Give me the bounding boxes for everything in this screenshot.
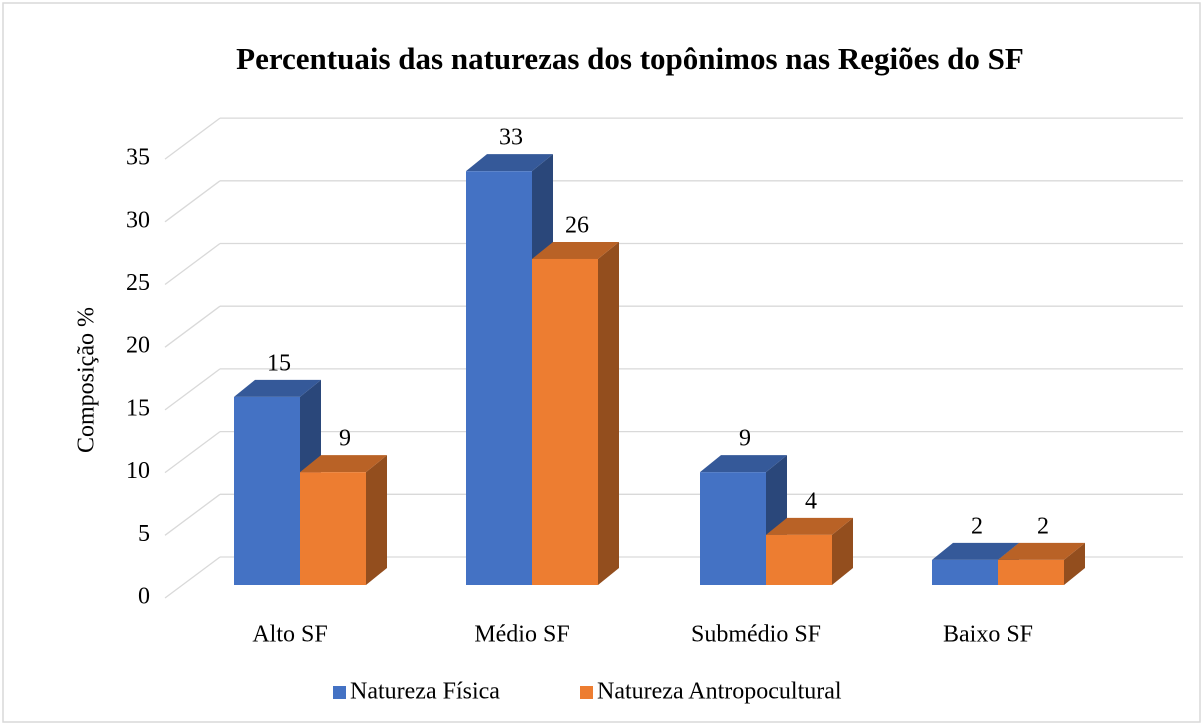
bar — [700, 472, 766, 585]
bar — [532, 258, 598, 585]
grid-line — [164, 431, 221, 474]
bar — [300, 472, 366, 585]
y-tick-label: 15 — [126, 395, 150, 421]
grid-line — [164, 117, 221, 160]
data-label: 9 — [739, 426, 751, 452]
bar-side — [366, 455, 387, 585]
x-tick-label: Médio SF — [474, 622, 569, 648]
legend-swatch — [580, 686, 593, 699]
data-label: 26 — [565, 212, 589, 238]
data-label: 9 — [339, 426, 351, 452]
bar-side — [598, 241, 619, 585]
bar-top — [932, 542, 1019, 560]
grid-line — [164, 242, 221, 286]
data-label: 2 — [1037, 513, 1049, 539]
bar — [998, 559, 1064, 585]
bar — [766, 534, 832, 585]
y-axis-label: Composição % — [74, 307, 100, 453]
bar-top — [532, 241, 619, 259]
y-tick-label: 25 — [126, 270, 150, 296]
y-tick-label: 30 — [126, 207, 150, 233]
legend-label: Natureza Antropocultural — [597, 679, 842, 705]
y-tick-label: 5 — [138, 521, 150, 547]
chart-title: Percentuais das naturezas dos topônimos … — [236, 41, 1024, 76]
bar-top — [234, 379, 321, 397]
y-tick-label: 35 — [126, 145, 150, 171]
y-tick-label: 10 — [126, 458, 150, 484]
grid-line — [164, 493, 221, 536]
data-label: 2 — [971, 513, 983, 539]
grid-line — [164, 180, 221, 223]
bar-top — [466, 154, 553, 172]
legend-label: Natureza Física — [350, 679, 500, 705]
y-tick-label: 20 — [126, 333, 150, 359]
bar-top — [998, 542, 1085, 560]
legend-swatch — [333, 686, 346, 699]
x-tick-label: Baixo SF — [943, 622, 1033, 648]
x-tick-label: Submédio SF — [691, 622, 821, 648]
grid-line — [164, 368, 221, 411]
bar-side — [832, 517, 853, 585]
data-label: 4 — [805, 488, 817, 514]
bar-top — [766, 517, 853, 535]
bar-side — [1064, 542, 1085, 585]
x-tick-label: Alto SF — [252, 622, 327, 648]
data-label: 33 — [499, 125, 523, 151]
grid-line — [164, 305, 221, 348]
bar-top — [300, 455, 387, 473]
bar — [234, 396, 300, 585]
data-label: 15 — [267, 350, 291, 376]
y-tick-label: 0 — [138, 584, 150, 610]
bar — [466, 171, 532, 585]
bar-top — [700, 455, 787, 473]
grid-line — [164, 556, 221, 599]
bar — [932, 559, 998, 585]
